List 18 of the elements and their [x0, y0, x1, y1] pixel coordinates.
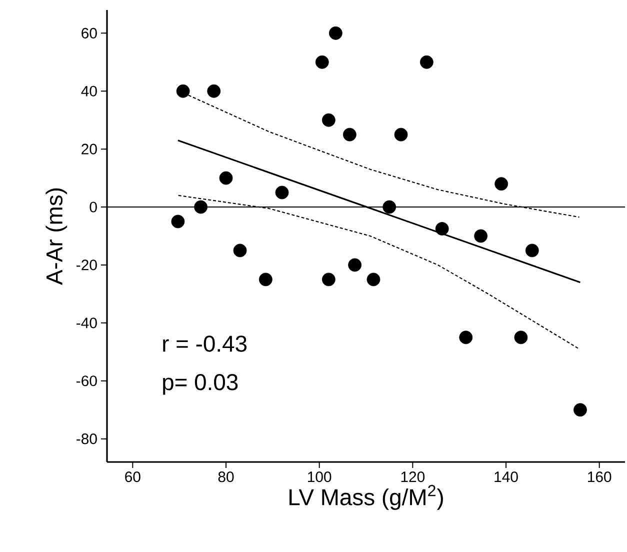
x-tick-label: 140	[494, 472, 518, 482]
y-tick-label: -60	[76, 376, 97, 386]
y-tick-label: 20	[82, 144, 97, 154]
annotation: r = -0.43	[163, 336, 247, 352]
y-tick-label: -80	[76, 434, 97, 444]
x-tick-label: 60	[125, 472, 140, 482]
y-tick-label: -20	[76, 260, 97, 270]
y-tick-label: 0	[90, 202, 97, 212]
x-tick-label: 160	[588, 472, 612, 482]
y-tick-label: 40	[81, 86, 97, 96]
y-tick-label: 60	[82, 28, 97, 38]
x-tick-label: 80	[218, 472, 234, 482]
annotation: p= 0.03	[163, 374, 238, 395]
y-axis-title: A-Ar (ms)	[46, 188, 68, 285]
x-tick-label: 120	[401, 472, 425, 482]
x-axis-title: LV Mass (g/M$^{2}$)	[290, 484, 443, 510]
x-tick-label: 100	[308, 472, 332, 482]
y-tick-label: -40	[76, 318, 97, 328]
